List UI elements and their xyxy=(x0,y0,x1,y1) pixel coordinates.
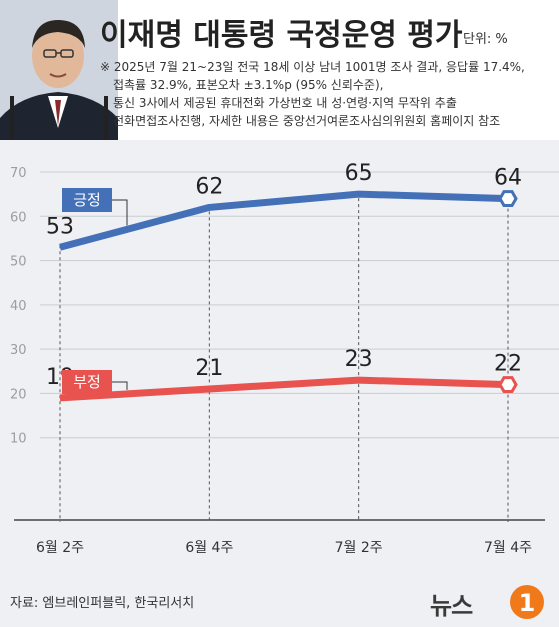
note-line: 접촉률 32.9%, 표본오차 ±3.1%p (95% 신뢰수준), xyxy=(113,78,384,92)
x-tick-label: 6월 4주 xyxy=(185,540,233,556)
x-tick-label: 7월 2주 xyxy=(335,540,383,556)
president-portrait-image xyxy=(0,0,118,140)
y-tick-label: 60 xyxy=(10,210,27,225)
data-label: 23 xyxy=(345,347,373,372)
note-line: ※ 2025년 7월 21~23일 전국 18세 이상 남녀 1001명 조사 … xyxy=(100,60,525,74)
y-tick-label: 20 xyxy=(10,387,27,402)
logo-mark-icon: 1 xyxy=(510,585,544,619)
series-label-connector xyxy=(112,381,128,390)
y-tick-label: 50 xyxy=(10,255,27,270)
logo-text: 뉴스 xyxy=(430,592,473,620)
logo-digit: 1 xyxy=(519,589,536,617)
series-label: 긍정 xyxy=(73,191,101,209)
end-marker xyxy=(498,376,518,393)
note-line: 전화면접조사진행, 자세한 내용은 중앙선거여론조사심의위원회 홈페이지 참조 xyxy=(113,114,501,128)
series-label-connector xyxy=(112,199,128,226)
x-tick-label: 7월 4주 xyxy=(484,540,532,556)
y-tick-label: 10 xyxy=(10,432,27,447)
series-label-box xyxy=(62,370,112,394)
data-label: 62 xyxy=(195,174,223,199)
end-marker xyxy=(498,190,518,207)
series-label: 부정 xyxy=(73,373,101,391)
x-tick-label: 6월 2주 xyxy=(36,540,84,556)
series-line-positive xyxy=(59,190,509,251)
y-tick-label: 30 xyxy=(10,343,27,358)
data-label: 65 xyxy=(345,161,373,186)
data-label: 64 xyxy=(494,166,522,191)
note-line: 통신 3사에서 제공된 휴대전화 가상번호 내 성·연령·지역 무작위 추출 xyxy=(113,96,457,110)
unit-label: 단위: % xyxy=(463,32,508,47)
data-label: 22 xyxy=(494,352,522,377)
line-chart: 10 20 30 40 50 60 70 6월 2주 6월 4주 7월 2주 7월 4주 53 62 65… xyxy=(10,161,559,556)
series-line-negative xyxy=(59,376,509,402)
header: 이재명 대통령 국정운영 평가 단위: % ※ 2025년 7월 21~23일 … xyxy=(0,0,559,140)
source-text: 자료: 엠브레인퍼블릭, 한국리서치 xyxy=(10,596,195,611)
y-tick-label: 70 xyxy=(10,166,27,181)
data-label: 21 xyxy=(195,356,223,381)
chart-title: 이재명 대통령 국정운영 평가 xyxy=(100,18,463,53)
survey-notes: ※ 2025년 7월 21~23일 전국 18세 이상 남녀 1001명 조사 … xyxy=(100,58,555,130)
series-label-box xyxy=(62,188,112,212)
president-photo xyxy=(0,0,118,140)
data-label: 53 xyxy=(46,214,74,239)
y-tick-label: 40 xyxy=(10,299,27,314)
